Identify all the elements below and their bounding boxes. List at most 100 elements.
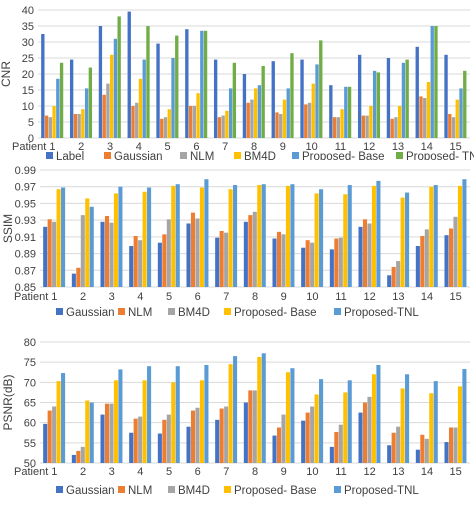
bar bbox=[319, 40, 323, 138]
bar bbox=[199, 187, 204, 287]
legend-swatch bbox=[118, 486, 125, 493]
bar bbox=[89, 402, 94, 463]
x-tick-label: 5 bbox=[166, 291, 172, 303]
bar bbox=[113, 193, 118, 287]
legend-label: Proposed- Base bbox=[302, 151, 384, 160]
y-axis-label: PSNR(dB) bbox=[1, 374, 15, 430]
bar bbox=[334, 431, 339, 463]
bar bbox=[453, 216, 458, 287]
bar bbox=[106, 83, 110, 138]
bar bbox=[232, 62, 237, 138]
legend-label: Gaussian bbox=[114, 151, 163, 160]
bar bbox=[307, 102, 312, 138]
bar bbox=[257, 356, 262, 463]
x-tick-label: 14 bbox=[421, 291, 433, 303]
bar bbox=[228, 88, 233, 138]
bar bbox=[127, 11, 131, 139]
bar bbox=[434, 26, 438, 138]
bar bbox=[423, 98, 427, 138]
bar bbox=[43, 226, 48, 287]
x-tick-label: 5 bbox=[166, 466, 172, 478]
bar bbox=[405, 374, 410, 463]
bar bbox=[347, 380, 352, 463]
bar bbox=[248, 390, 253, 463]
legend-label: Proposed-TNL bbox=[344, 307, 419, 319]
bar bbox=[200, 30, 204, 138]
bar bbox=[343, 194, 348, 287]
bar bbox=[462, 369, 467, 463]
y-tick-label: 75 bbox=[24, 357, 36, 369]
bar bbox=[279, 114, 283, 138]
legend-swatch bbox=[334, 308, 341, 315]
bar bbox=[41, 34, 45, 138]
legend-label: Gaussian bbox=[66, 485, 115, 497]
bar bbox=[195, 218, 200, 287]
bar bbox=[429, 393, 434, 463]
bar bbox=[340, 109, 344, 138]
bar bbox=[88, 67, 93, 138]
bar bbox=[429, 186, 434, 287]
x-tick-label: 6 bbox=[193, 141, 199, 153]
bar bbox=[405, 192, 410, 287]
bar bbox=[424, 229, 429, 287]
bar bbox=[420, 434, 425, 463]
bar bbox=[400, 197, 405, 287]
legend-label: NLM bbox=[128, 485, 152, 497]
x-tick-label: 12 bbox=[363, 141, 375, 153]
bar bbox=[118, 369, 123, 463]
bar bbox=[233, 185, 238, 287]
bar bbox=[217, 117, 222, 138]
x-tick-label: 7 bbox=[222, 141, 228, 153]
legend-swatch bbox=[224, 486, 231, 493]
bar bbox=[396, 261, 401, 287]
bar bbox=[109, 403, 114, 463]
x-tick-label: 9 bbox=[281, 291, 287, 303]
bar bbox=[133, 236, 138, 287]
bar bbox=[171, 382, 176, 463]
bar bbox=[185, 29, 189, 139]
x-axis-label: Patient bbox=[14, 466, 48, 478]
bar bbox=[219, 408, 224, 463]
x-tick-label: 15 bbox=[450, 466, 462, 478]
bar bbox=[98, 26, 103, 138]
bar bbox=[448, 114, 452, 138]
bar bbox=[56, 189, 61, 287]
bar bbox=[85, 198, 90, 287]
x-tick-label: 3 bbox=[109, 291, 115, 303]
x-tick-label: 4 bbox=[137, 291, 143, 303]
bar bbox=[171, 185, 176, 287]
x-tick-label: 11 bbox=[335, 141, 346, 153]
y-tick-label: 50 bbox=[24, 458, 36, 470]
y-tick-label: 70 bbox=[24, 377, 36, 389]
bar bbox=[444, 442, 449, 463]
bar bbox=[444, 235, 449, 287]
x-tick-label: 4 bbox=[136, 141, 142, 153]
bar bbox=[160, 118, 164, 138]
bar bbox=[243, 402, 248, 463]
bar bbox=[129, 246, 134, 287]
bar bbox=[281, 234, 286, 287]
bar bbox=[146, 26, 150, 138]
bar bbox=[56, 381, 61, 463]
bar bbox=[233, 356, 238, 463]
bar bbox=[48, 117, 52, 138]
y-tick-label: 0 bbox=[28, 133, 34, 145]
bar bbox=[361, 115, 366, 138]
bar bbox=[386, 58, 391, 138]
bar bbox=[219, 231, 224, 287]
bar bbox=[215, 237, 220, 287]
bar bbox=[319, 379, 324, 463]
y-tick-label: 80 bbox=[24, 337, 36, 349]
bar bbox=[142, 59, 146, 138]
bar bbox=[147, 366, 152, 463]
bar bbox=[117, 16, 121, 138]
bar bbox=[347, 86, 352, 138]
bar bbox=[462, 179, 467, 287]
y-tick-label: 0.95 bbox=[15, 198, 36, 210]
bar bbox=[188, 106, 193, 138]
bar bbox=[61, 373, 66, 463]
bar bbox=[415, 46, 419, 138]
bar bbox=[175, 366, 180, 463]
bar bbox=[162, 234, 167, 287]
